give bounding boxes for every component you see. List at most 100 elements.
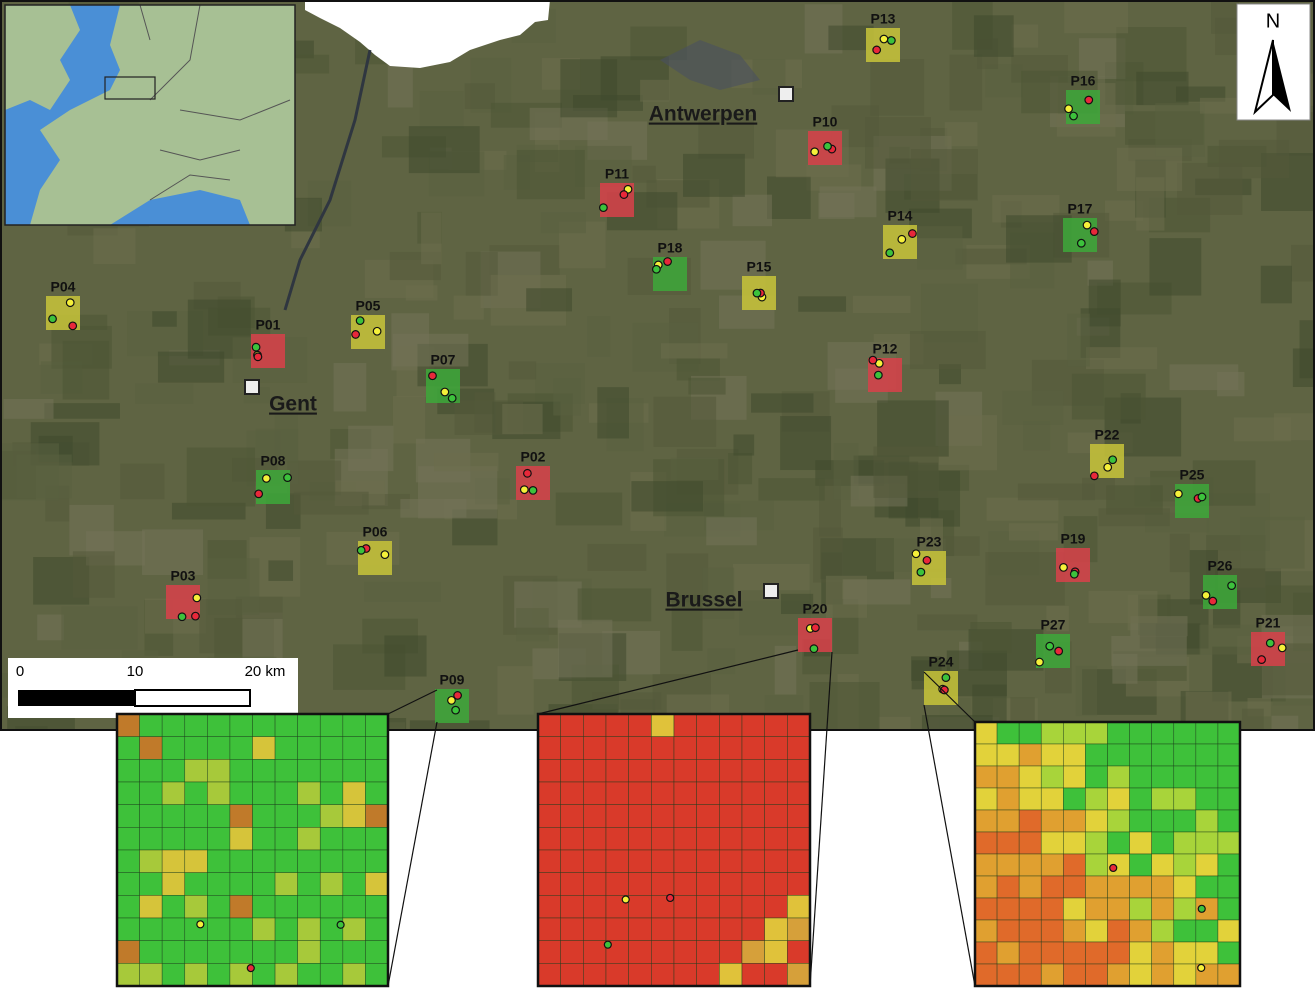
terrain-patch (1023, 420, 1051, 451)
zoom-connectors (387, 649, 976, 987)
zoom-cell (184, 781, 208, 805)
zoom-cell (673, 827, 697, 851)
zoom-cell (628, 827, 652, 851)
plot-label: P06 (363, 524, 388, 540)
sample-point (1054, 646, 1064, 656)
zoom-cell (583, 736, 607, 760)
zoom-cell (1107, 963, 1130, 987)
terrain-patch (526, 288, 573, 312)
terrain-patch (1046, 605, 1069, 632)
zoom-cell (1107, 765, 1130, 789)
sample-point (1084, 95, 1094, 105)
sample-point (823, 141, 832, 151)
sample-point (911, 549, 921, 559)
zoom-cell (139, 849, 163, 873)
terrain-patch (516, 149, 585, 200)
zoom-frame (536, 712, 812, 988)
zoom-cell (696, 917, 720, 941)
zoom-cell (651, 713, 675, 737)
zoom-cell (673, 804, 697, 828)
zoom-cell (560, 713, 584, 737)
zoom-cell (673, 963, 697, 987)
zoom-cell (696, 713, 720, 737)
zoom-cell (696, 940, 720, 964)
terrain-patch (152, 311, 177, 327)
terrain-patch (409, 720, 490, 730)
zoom-cell (1063, 809, 1086, 833)
zoom-cell (207, 804, 231, 828)
zoom-cell (1195, 919, 1219, 943)
zoom-cell (252, 713, 276, 737)
zoom-cell (1173, 897, 1197, 921)
zoom-cell (1018, 897, 1042, 921)
zoom-cell (651, 736, 675, 760)
zoom-cell (1151, 809, 1175, 833)
zoom-cell (764, 963, 788, 987)
zoom-cell (583, 759, 607, 783)
zoom-cell (1085, 765, 1108, 789)
sample-point (447, 393, 457, 403)
zoom-cell (1040, 809, 1064, 833)
terrain-patch (670, 457, 719, 481)
north-label: N (1266, 10, 1280, 32)
zoom-cell (974, 919, 998, 943)
zoom-cell (1018, 919, 1042, 943)
zoom-cell (537, 713, 561, 737)
zoom-cell (1040, 963, 1064, 987)
zoom-cell (297, 895, 321, 919)
zoom-cell (1129, 941, 1152, 965)
zoom-cell (1129, 963, 1152, 987)
sample-point (619, 190, 629, 199)
sample-point (351, 330, 360, 339)
zoom-cell (252, 849, 276, 873)
zoom-cell (1195, 853, 1219, 877)
zoom-cell (696, 804, 720, 828)
unmapped-area (305, 1, 550, 68)
sample-point (1227, 581, 1237, 590)
zoom-cell (1217, 963, 1241, 987)
terrain-patch (1291, 244, 1314, 282)
zoom-cell (297, 917, 321, 941)
plot-label: P24 (929, 654, 954, 670)
zoom-cell (1018, 831, 1042, 855)
zoom-cell (537, 849, 561, 873)
zoom-cell (764, 940, 788, 964)
zoom-cell (537, 736, 561, 760)
zoom-cell (274, 895, 298, 919)
zoom-cell (207, 895, 231, 919)
terrain-patch (767, 176, 811, 219)
zoom-cell (628, 804, 652, 828)
zoom-cell (673, 713, 697, 737)
terrain-patch (780, 593, 814, 615)
inset-land (5, 5, 80, 110)
zoom-cell (365, 804, 389, 828)
zoom-cell (1151, 963, 1175, 987)
zoom-cell (1173, 743, 1197, 767)
zoom-cell (252, 827, 276, 851)
zoom-cell (1063, 897, 1086, 921)
zoom-cell (1195, 743, 1219, 767)
terrain-patch (587, 543, 647, 571)
zoom-cell (139, 804, 163, 828)
zoom-cell (274, 759, 298, 783)
zoom-cell (1085, 875, 1108, 899)
zoom-cell (787, 736, 811, 760)
zoom-cell (974, 963, 998, 987)
zoom-cell (1217, 765, 1241, 789)
connector (387, 721, 438, 987)
zoom-cell (1063, 787, 1086, 811)
terrain-patch (392, 333, 469, 367)
zoom-cell (605, 736, 629, 760)
zoom-cell (365, 827, 389, 851)
zoom-cell (1085, 831, 1108, 855)
zoom-cell (161, 804, 186, 828)
sample-point (651, 264, 661, 274)
zoom-cell (1217, 787, 1241, 811)
zoom-cell (1195, 875, 1219, 899)
zoom-cell (229, 849, 253, 873)
terrain-patch (540, 212, 586, 234)
sample-point (908, 229, 917, 238)
zoom-cell (1173, 721, 1197, 745)
sample-point (1208, 596, 1218, 606)
zoom-cell (1173, 963, 1197, 987)
